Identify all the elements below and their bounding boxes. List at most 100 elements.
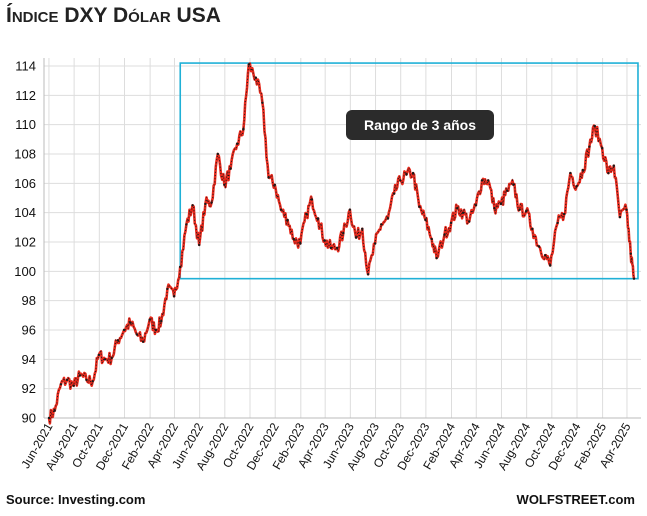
data-point — [525, 210, 528, 213]
data-point — [292, 237, 295, 241]
data-point — [563, 212, 566, 216]
data-point — [129, 321, 132, 324]
data-point — [185, 223, 188, 226]
range-box — [179, 62, 639, 280]
y-tick-label: 114 — [15, 59, 36, 74]
y-tick-label: 98 — [22, 293, 36, 308]
y-axis: 90 92 94 96 98 100 102 104 106 108 110 112 114 — [14, 59, 36, 426]
data-point — [179, 265, 182, 269]
data-point — [247, 63, 250, 66]
credit-label: WOLFSTREET.com — [516, 492, 635, 507]
annotation-box — [346, 110, 494, 140]
data-point — [629, 252, 632, 255]
data-point — [72, 384, 75, 387]
data-point — [456, 207, 459, 210]
y-tick-label: 110 — [15, 117, 36, 132]
data-point — [569, 171, 572, 175]
data-point — [110, 356, 113, 360]
series-line — [47, 62, 636, 425]
data-point — [310, 198, 314, 201]
data-point — [588, 145, 591, 148]
data-point — [612, 164, 615, 167]
data-point — [506, 189, 509, 192]
series-dots — [48, 62, 635, 424]
data-point — [537, 245, 541, 248]
data-point — [493, 207, 496, 210]
data-point — [386, 217, 390, 220]
data-point — [210, 201, 213, 204]
data-point — [198, 243, 201, 247]
data-point — [160, 320, 163, 323]
data-point — [632, 277, 636, 280]
data-point — [518, 208, 521, 211]
data-point — [78, 374, 82, 377]
data-point — [601, 146, 604, 150]
data-point — [468, 220, 471, 223]
data-point — [549, 264, 552, 267]
data-point — [424, 218, 427, 222]
data-point — [216, 152, 219, 156]
data-point — [286, 218, 289, 222]
data-point — [405, 173, 408, 176]
data-point — [342, 232, 345, 235]
data-point — [575, 185, 578, 188]
data-point — [116, 339, 120, 342]
chart-title: Índice DXY Dólar USA — [6, 4, 221, 27]
data-point — [323, 239, 326, 242]
data-point — [242, 127, 245, 131]
y-tick-label: 90 — [22, 411, 36, 426]
data-point — [236, 142, 239, 145]
data-point — [380, 223, 383, 226]
data-point — [204, 202, 207, 206]
annotation-label: Rango de 3 años — [364, 117, 476, 133]
data-point — [91, 380, 94, 383]
data-point — [97, 353, 101, 357]
source-label: Source: Investing.com — [6, 492, 146, 507]
y-tick-label: 108 — [14, 147, 36, 162]
data-point — [141, 340, 145, 343]
data-point — [135, 333, 139, 336]
data-point — [581, 168, 584, 172]
data-point — [435, 256, 438, 260]
y-tick-label: 112 — [15, 88, 36, 103]
data-point — [299, 242, 302, 245]
data-point — [399, 179, 402, 182]
data-point — [607, 171, 610, 175]
data-point — [531, 227, 534, 230]
data-point — [461, 211, 465, 214]
data-point — [366, 273, 370, 276]
data-point — [593, 124, 596, 128]
y-tick-label: 92 — [22, 381, 36, 396]
data-point — [316, 217, 320, 220]
data-point — [354, 236, 358, 239]
range-annotation: Rango de 3 años — [346, 110, 494, 140]
data-point — [172, 295, 176, 298]
data-point — [254, 76, 257, 79]
data-point — [65, 378, 69, 382]
data-point — [166, 287, 169, 291]
data-point — [418, 205, 421, 208]
data-point — [625, 208, 628, 211]
data-point — [348, 208, 352, 211]
data-point — [261, 101, 264, 104]
data-point — [392, 192, 396, 195]
series-dxy — [47, 62, 636, 425]
y-tick-label: 96 — [22, 323, 36, 338]
chart-grid — [43, 58, 641, 419]
data-point — [148, 318, 151, 321]
data-point — [499, 202, 503, 206]
data-point — [267, 176, 270, 179]
data-point — [430, 237, 433, 241]
data-point — [53, 409, 56, 412]
y-tick-label: 102 — [14, 235, 36, 250]
data-point — [335, 246, 339, 250]
data-point — [373, 242, 377, 245]
y-tick-label: 94 — [22, 352, 36, 367]
data-point — [191, 204, 194, 207]
data-point — [474, 204, 478, 207]
data-point — [154, 328, 158, 332]
y-tick-label: 104 — [14, 205, 36, 220]
data-point — [411, 171, 415, 175]
data-point — [305, 212, 308, 216]
data-point — [273, 183, 276, 186]
